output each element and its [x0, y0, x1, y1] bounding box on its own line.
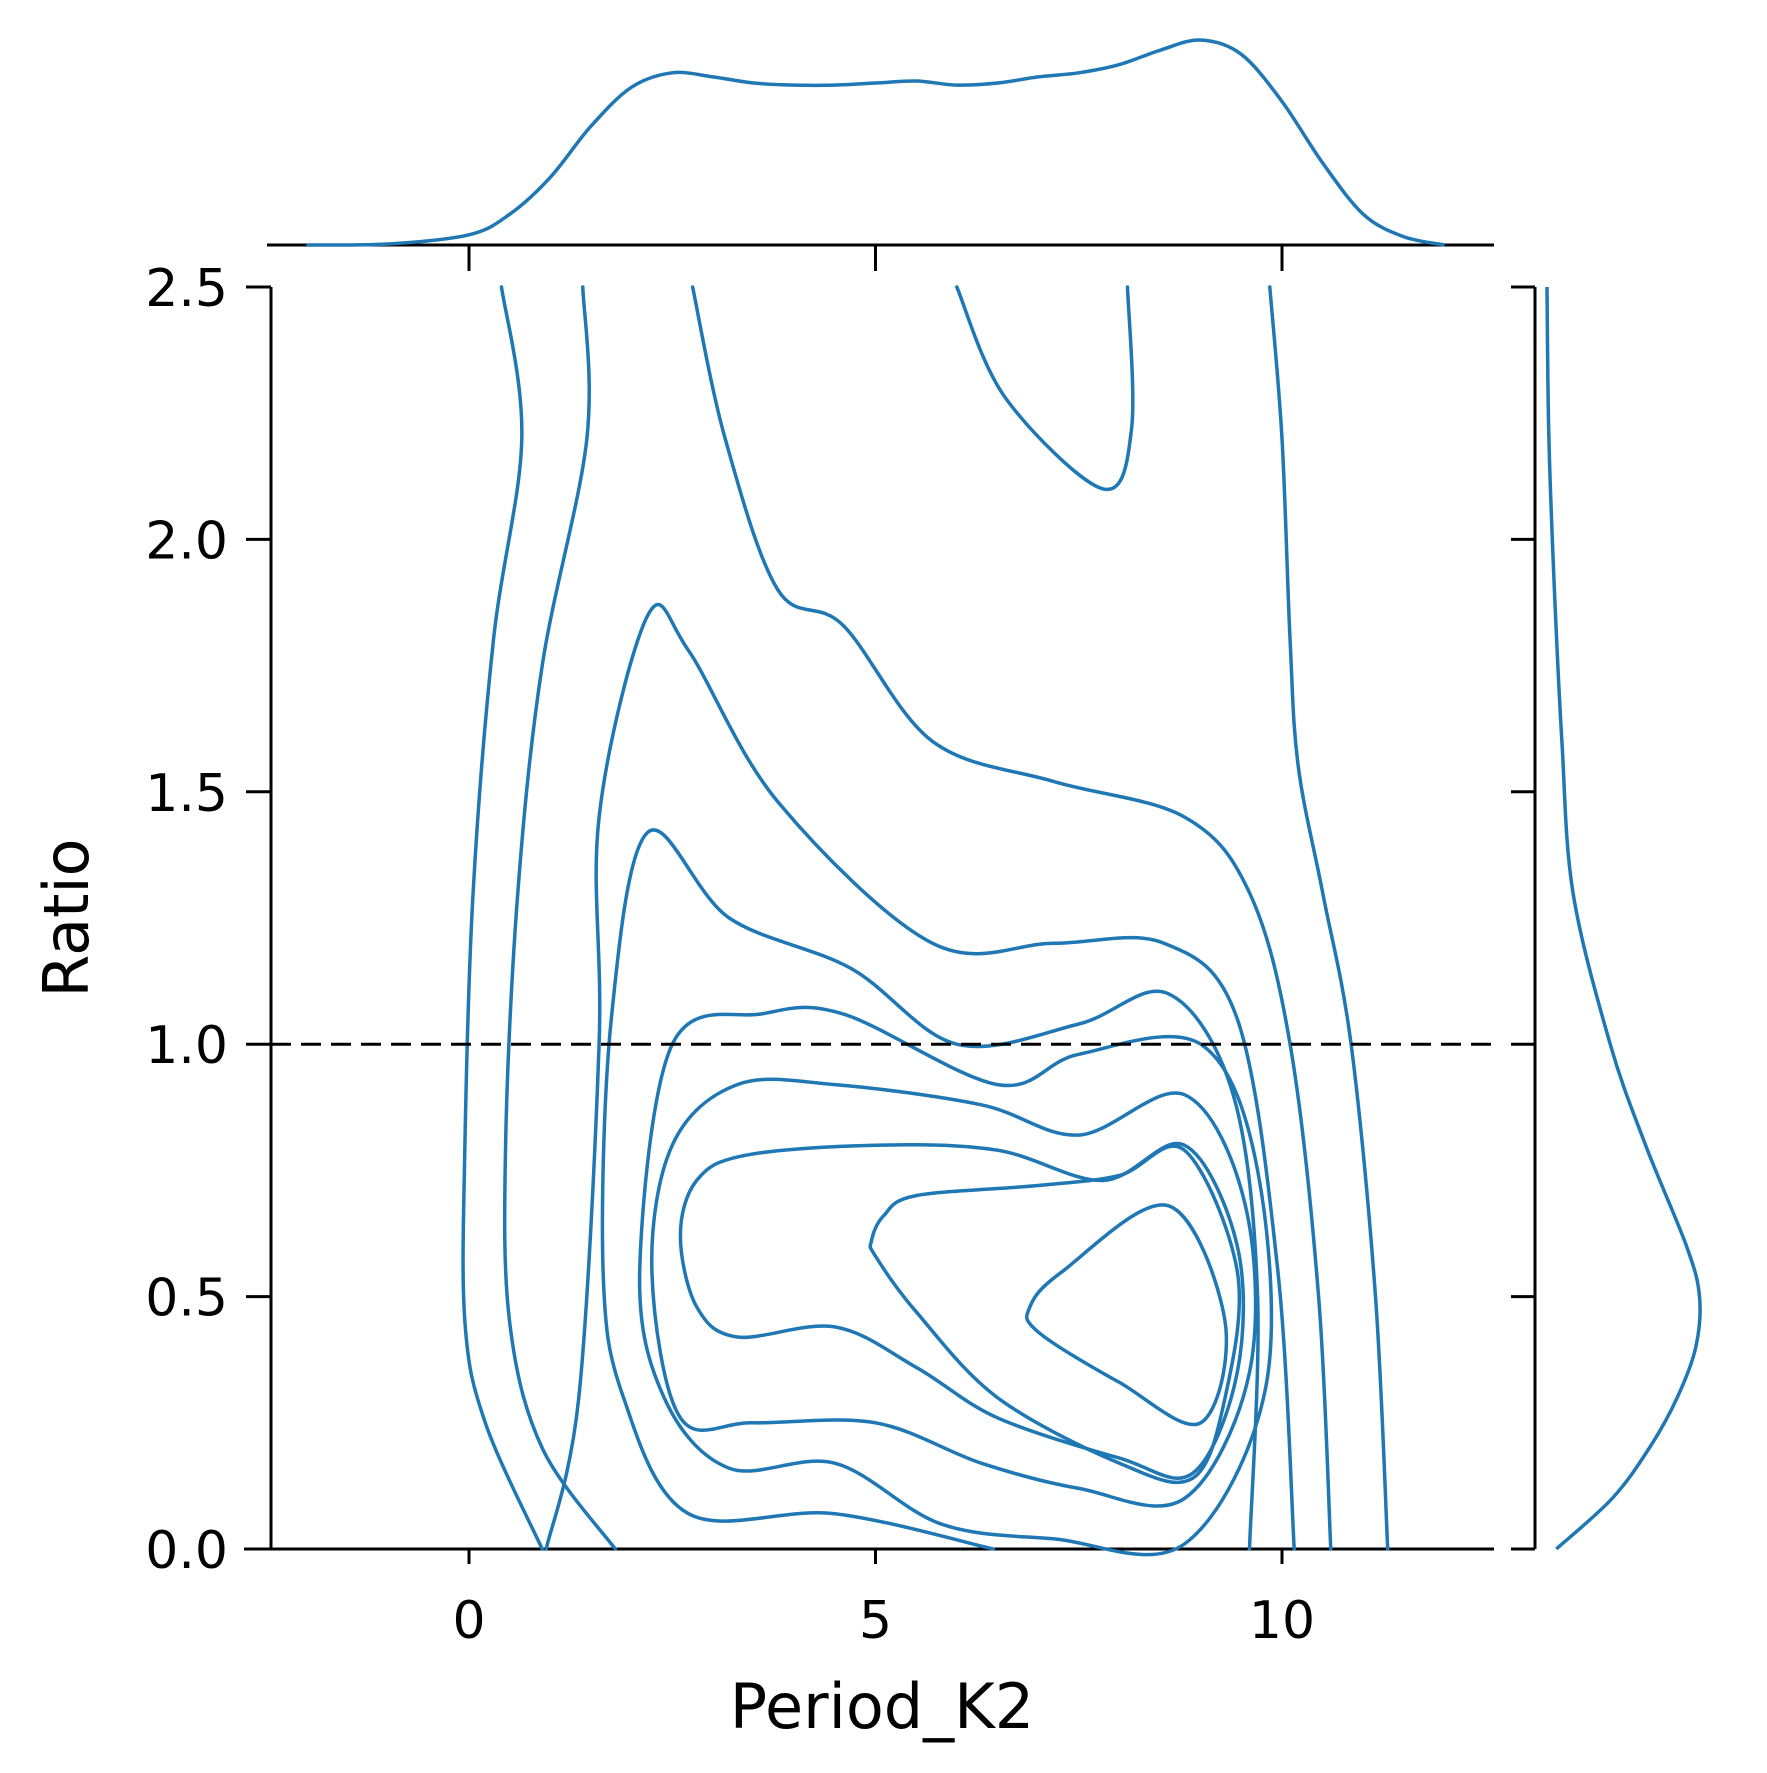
marginal-y-kde: [1545, 286, 1702, 1551]
kde-contour-7: [637, 1005, 1274, 1557]
kde-contour-4: [1268, 285, 1390, 1551]
kde-contour-11: [1025, 1203, 1229, 1427]
kde-contours: [461, 285, 1390, 1557]
y-tick-label-2: 1.0: [145, 1016, 228, 1076]
kde-contour-3: [955, 285, 1135, 492]
kde-contour-0: [461, 285, 544, 1551]
marginal-x-kde: [306, 38, 1445, 247]
kde-contour-5: [544, 602, 1296, 1551]
x-tick-label-0: 0: [452, 1591, 485, 1651]
kde-contour-9: [678, 1141, 1246, 1480]
kde-contour-1: [502, 285, 618, 1551]
y-tick-label-0: 0.0: [145, 1521, 228, 1581]
kde-contour-2: [690, 285, 1333, 1551]
y-tick-label-5: 2.5: [145, 259, 228, 319]
y-tick-label-3: 1.5: [145, 764, 228, 824]
kde-contour-10: [868, 1144, 1242, 1485]
kde-contour-6: [600, 828, 1260, 1551]
y-tick-label-1: 0.5: [145, 1269, 228, 1329]
x-tick-label-2: 10: [1249, 1591, 1315, 1651]
x-axis-title: Period_K2: [730, 1670, 1034, 1743]
x-tick-label-1: 5: [859, 1591, 892, 1651]
y-tick-label-4: 2.0: [145, 511, 228, 571]
kde-contour-8: [650, 1077, 1258, 1508]
y-axis-title: Ratio: [30, 838, 103, 997]
ticks: 0 5 10 0.0 0.5 1.0 1.5 2.0 2.5: [145, 245, 1535, 1651]
marginal-kdes: [306, 38, 1702, 1551]
